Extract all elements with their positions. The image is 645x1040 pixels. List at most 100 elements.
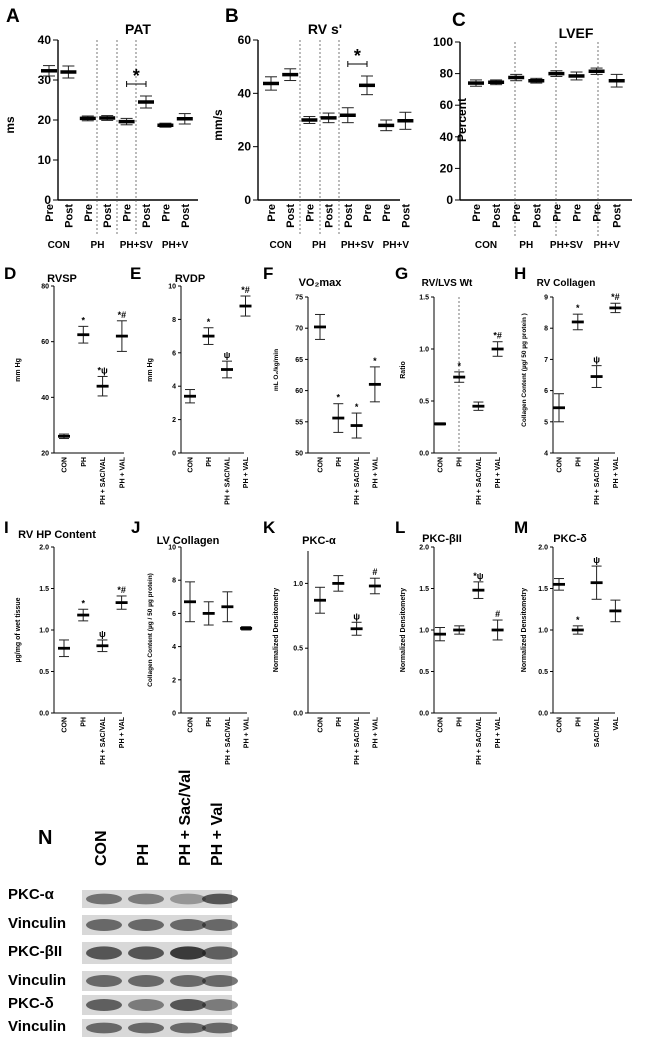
y-tick-label: 6 [544, 388, 548, 395]
panel-letter: K [263, 518, 276, 537]
significance-mark: ψ [224, 350, 231, 360]
y-tick-label: 1.0 [39, 628, 49, 635]
panel-letter: D [4, 264, 16, 283]
significance-mark: * [576, 615, 580, 625]
x-tick-label: Post [400, 204, 412, 228]
y-tick-label: 2.0 [538, 545, 548, 552]
y-tick-label: 0.5 [293, 646, 303, 653]
y-tick-label: 0.0 [293, 711, 303, 718]
significance-mark: *# [611, 292, 620, 302]
y-tick-label: 1.0 [419, 628, 429, 635]
blot-band [170, 946, 206, 960]
x-tick-label: Post [102, 204, 114, 228]
x-tick-label: CON [318, 457, 325, 473]
x-tick-label: Post [324, 204, 336, 228]
x-tick-label: Post [180, 204, 192, 228]
significance-mark: *# [118, 310, 127, 320]
blot-band [86, 999, 122, 1011]
chart-title: RVDP [175, 273, 205, 285]
y-tick-label: 1.0 [538, 628, 548, 635]
significance-mark: *ψ [473, 571, 484, 581]
y-axis-label: Collagen Content (µg / 50 µg protein) [147, 573, 154, 687]
y-tick-label: 2.0 [419, 545, 429, 552]
y-tick-label: 70 [295, 326, 303, 333]
x-tick-label: Pre [304, 204, 316, 222]
blot-band [86, 975, 122, 987]
x-tick-label: PH [457, 457, 464, 467]
x-tick-label: PH + VAL [613, 456, 620, 488]
x-tick-label: PH + SAC/VAL [100, 716, 107, 765]
x-tick-label: CON [62, 457, 69, 473]
y-axis-label: Percent [455, 98, 469, 142]
y-tick-label: 0.0 [419, 711, 429, 718]
chart-title: LV Collagen [157, 535, 220, 547]
group-label: CON [48, 240, 70, 251]
y-axis-label: mm Hg [147, 358, 154, 382]
x-tick-label: PH + SAC/VAL [225, 456, 232, 505]
y-axis-label: Ratio [400, 361, 407, 379]
y-tick-label: 0 [44, 193, 51, 207]
blot-row-label: Vinculin [8, 915, 67, 932]
panel-c: C LVEF Percent 0 20 40 60 80 100 Pre Post Pre Post Pr… [433, 10, 632, 251]
chart-title: RV s' [308, 21, 342, 37]
x-tick-label: Post [141, 204, 153, 228]
lane-label: PH + Val [209, 802, 226, 866]
y-tick-label: 2.0 [39, 545, 49, 552]
y-tick-label: 60 [41, 339, 49, 346]
significance-mark: *# [241, 285, 250, 295]
blot-band [128, 946, 164, 960]
x-tick-label: PH + VAL [495, 456, 502, 488]
blot-band [86, 1022, 122, 1034]
y-tick-label: 60 [440, 98, 454, 112]
y-tick-label: 20 [41, 451, 49, 458]
significance-mark: *ψ [97, 365, 108, 375]
blot-band [202, 946, 238, 960]
lane-label: PH [135, 844, 152, 866]
y-axis-label: Collagen Content (µg/ 50 µg protein ) [521, 313, 528, 427]
y-axis-label: µg/mg of wet tissue [15, 597, 22, 662]
x-tick-label: CON [557, 457, 564, 473]
significance-mark: *# [117, 585, 126, 595]
x-tick-label: PH + VAL [243, 456, 250, 488]
panel-letter: E [130, 264, 141, 283]
y-tick-label: 5 [544, 419, 548, 426]
significance-mark: * [354, 46, 361, 66]
x-tick-label: SAC/VAL [594, 716, 601, 747]
y-tick-label: 8 [172, 578, 176, 585]
chart-title: PKC-βII [422, 533, 462, 545]
y-tick-label: 1.5 [39, 586, 49, 593]
y-tick-label: 0.0 [39, 711, 49, 718]
blot-band [86, 893, 122, 905]
blot-band [170, 893, 206, 905]
x-tick-label: Post [612, 204, 624, 228]
significance-mark: ψ [353, 611, 360, 621]
x-tick-label: VAL [613, 716, 620, 730]
y-tick-label: 80 [41, 284, 49, 291]
significance-mark: ψ [99, 629, 106, 639]
panel-d: D RVSP mm Hg 20 40 60 80 CON PH * PH + SAC/VAL *ψ PH… [4, 264, 128, 505]
x-tick-label: Post [491, 204, 503, 228]
y-tick-label: 0.5 [419, 399, 429, 406]
x-tick-label: PH + VAL [495, 716, 502, 748]
x-tick-label: Pre [511, 204, 523, 222]
blot-row-label: Vinculin [8, 972, 67, 989]
blot-band [202, 1022, 238, 1034]
blot-band [128, 919, 164, 931]
x-tick-label: Pre [266, 204, 278, 222]
significance-mark: # [495, 609, 500, 619]
x-tick-label: Pre [572, 204, 584, 222]
y-tick-label: 0.5 [419, 669, 429, 676]
y-tick-label: 10 [168, 284, 176, 291]
blot-band [202, 975, 238, 987]
y-tick-label: 55 [295, 419, 303, 426]
group-label: PH [519, 240, 533, 251]
blot-band [170, 999, 206, 1011]
y-tick-label: 0.5 [538, 669, 548, 676]
panel-i: I RV HP Content µg/mg of wet tissue 0.0 0.5 1… [4, 518, 128, 765]
y-tick-label: 20 [440, 161, 454, 175]
panel-letter: A [6, 6, 20, 27]
y-tick-label: 10 [168, 545, 176, 552]
x-tick-label: PH [206, 717, 213, 727]
blot-row-label: PKC-δ [8, 995, 54, 1012]
significance-mark: * [373, 356, 377, 366]
